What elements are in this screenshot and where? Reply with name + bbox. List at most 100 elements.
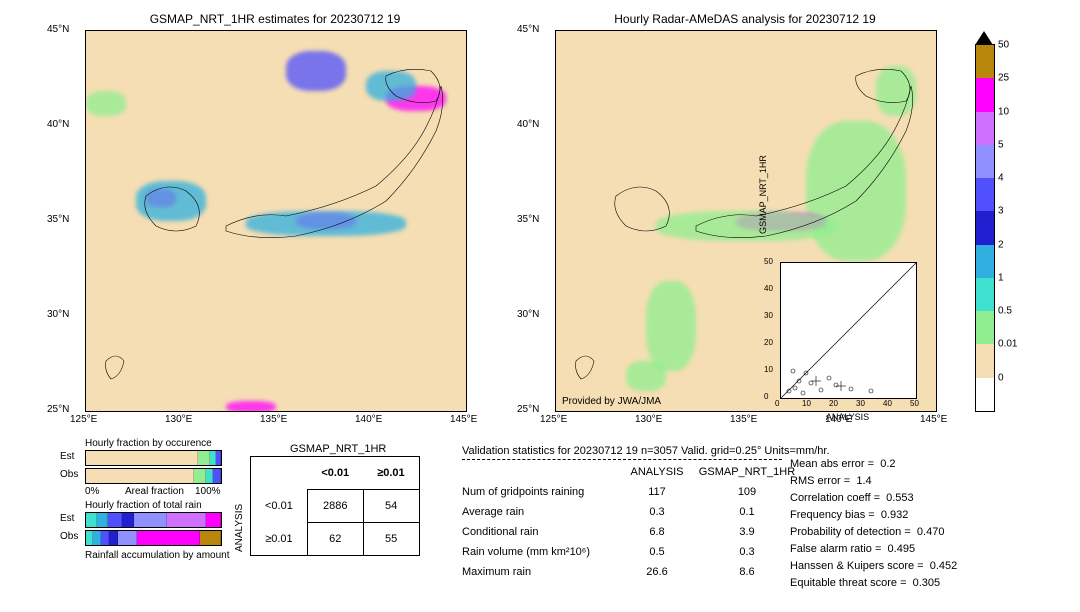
colorbar-tick: 0.01 [998,339,1017,350]
bar-row-label: Obs [60,531,78,542]
colorbar-tick: 2 [998,239,1004,250]
metric-row: Correlation coeff = 0.553 [790,492,957,509]
contingency-cell: 54 [363,490,419,523]
bar-segment [137,531,199,545]
x-tick: 135°E [730,414,757,425]
validation-divider [462,459,782,460]
x-tick: 140°E [355,414,382,425]
scatter-ytick: 30 [764,311,773,320]
metric-row: False alarm ratio = 0.495 [790,543,957,560]
colorbar-tick: 4 [998,173,1004,184]
colorbar-tick: 25 [998,73,1009,84]
bar-segment [198,451,209,465]
x-tick: 130°E [635,414,662,425]
metric-row: Frequency bias = 0.932 [790,509,957,526]
y-tick: 45°N [517,24,539,35]
left-map-panel [85,30,467,412]
left-map-title: GSMAP_NRT_1HR estimates for 20230712 19 [85,12,465,26]
bar-segment [86,469,194,483]
x-tick: 135°E [260,414,287,425]
validation-stats: ANALYSISGSMAP_NRT_1HRNum of gridpoints r… [462,462,802,582]
x-tick: 125°E [70,414,97,425]
colorbar-tick: 5 [998,139,1004,150]
stats-value: 8.6 [692,566,802,578]
metric-value: 0.932 [881,509,909,521]
bar-segment [86,531,93,545]
bar-segment [109,531,118,545]
colorbar-segment [976,211,994,244]
y-tick: 30°N [517,309,539,320]
metric-label: Correlation coeff = [790,492,880,504]
bar-segment [167,513,206,527]
occurrence-title: Hourly fraction by occurence [85,438,212,449]
total-rain-title: Hourly fraction of total rain [85,500,202,511]
contingency-cell: 55 [363,523,419,556]
occurrence-xlabel-mid: Areal fraction [125,486,184,497]
y-tick: 35°N [47,214,69,225]
contingency-table: <0.01≥0.01<0.01288654≥0.016255 [250,456,420,556]
metric-value: 0.495 [888,543,916,555]
bar-segment [206,469,214,483]
colorbar-tick: 0 [998,372,1004,383]
bar-segment [108,513,122,527]
colorbar-segment [976,278,994,311]
metric-row: RMS error = 1.4 [790,475,957,492]
scatter-ytick: 50 [764,257,773,266]
bar-segment [194,469,205,483]
colorbar-segment [976,178,994,211]
metric-label: Mean abs error = [790,458,874,470]
contingency-cell: 62 [307,523,363,556]
metric-value: 0.2 [880,458,895,470]
y-tick: 30°N [47,309,69,320]
metric-value: 0.553 [886,492,914,504]
metric-value: 1.4 [856,475,871,487]
bar-segment [118,531,137,545]
scatter-ytick: 40 [764,284,773,293]
stats-label: Conditional rain [462,526,622,538]
stats-value: 26.6 [622,566,692,578]
metric-value: 0.305 [913,577,941,589]
scatter-ytick: 10 [764,365,773,374]
stats-value: 0.5 [622,546,692,558]
colorbar-segment [976,245,994,278]
bar-segment [134,513,167,527]
x-tick: 130°E [165,414,192,425]
bar-segment [216,451,221,465]
y-tick: 45°N [47,24,69,35]
bar-row [85,450,222,466]
y-tick: 40°N [517,119,539,130]
figure-root: GSMAP_NRT_1HR estimates for 20230712 19 … [0,0,1080,612]
scatter-ylabel: GSMAP_NRT_1HR [758,127,768,262]
bar-segment [122,513,133,527]
colorbar-arrow-icon [975,31,993,45]
x-tick: 125°E [540,414,567,425]
stats-header: ANALYSIS [622,466,692,478]
metric-label: False alarm ratio = [790,543,881,555]
bar-segment [200,531,221,545]
colorbar-segment [976,78,994,111]
contingency-title: GSMAP_NRT_1HR [290,443,386,455]
bar-segment [93,531,100,545]
x-tick: 140°E [825,414,852,425]
scatter-xtick: 0 [775,399,779,408]
scatter-xtick: 40 [883,399,892,408]
stats-header: GSMAP_NRT_1HR [692,466,802,478]
x-tick: 145°E [920,414,947,425]
stats-label: Maximum rain [462,566,622,578]
stats-label: Average rain [462,506,622,518]
bar-segment [97,513,108,527]
scatter-ytick: 0 [764,392,768,401]
stats-value: 109 [692,486,802,498]
metric-label: Frequency bias = [790,509,875,521]
occurrence-xlabel-left: 0% [85,486,99,497]
scatter-ytick: 20 [764,338,773,347]
y-tick: 25°N [47,404,69,415]
stats-value: 3.9 [692,526,802,538]
stats-value: 0.3 [692,546,802,558]
colorbar-tick: 0.5 [998,306,1012,317]
contingency-sidelabel: ANALYSIS [234,504,245,552]
x-tick: 145°E [450,414,477,425]
bar-segment [101,531,110,545]
bar-segment [213,469,221,483]
metric-value: 0.470 [917,526,945,538]
